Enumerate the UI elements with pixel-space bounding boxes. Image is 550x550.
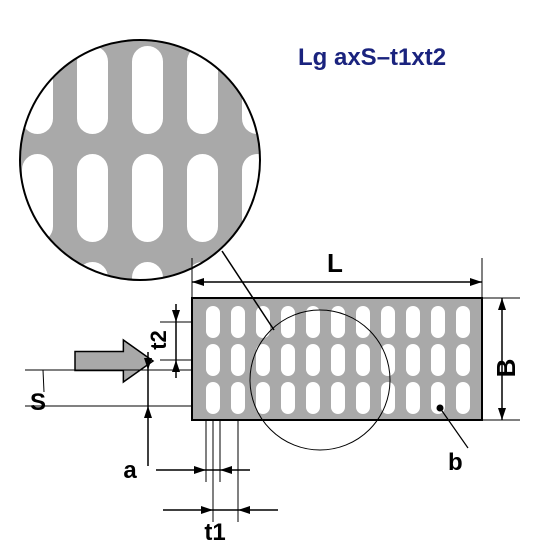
- slot: [356, 382, 370, 414]
- slot: [431, 344, 445, 376]
- slot: [281, 306, 295, 338]
- magnifier-slot: [132, 46, 163, 134]
- magnifier-slot: [242, 154, 273, 242]
- slot: [256, 382, 270, 414]
- dim-L-label: L: [327, 248, 343, 278]
- dim-a-label: a: [123, 457, 137, 484]
- slot: [231, 344, 245, 376]
- slot: [306, 344, 320, 376]
- dim-S-label: S: [30, 389, 46, 416]
- magnifier-slot: [187, 154, 218, 242]
- magnifier-slot: [187, 46, 218, 134]
- magnifier-slot: [77, 46, 108, 134]
- slot: [281, 382, 295, 414]
- slot: [206, 344, 220, 376]
- slot: [231, 382, 245, 414]
- slot: [456, 306, 470, 338]
- slot: [406, 306, 420, 338]
- slot: [281, 344, 295, 376]
- magnifier-slot: [22, 262, 53, 350]
- slot: [456, 382, 470, 414]
- slot: [206, 306, 220, 338]
- slot: [406, 344, 420, 376]
- slot: [406, 382, 420, 414]
- magnifier-slot: [242, 46, 273, 134]
- dim-t1-label: t1: [204, 519, 225, 546]
- slot: [356, 344, 370, 376]
- magnifier-slot: [77, 154, 108, 242]
- slot: [431, 306, 445, 338]
- slot: [356, 306, 370, 338]
- slot: [306, 382, 320, 414]
- dim-B-label: B: [491, 359, 521, 378]
- slot: [456, 344, 470, 376]
- dim-b-label: b: [448, 449, 463, 476]
- magnifier-slot: [132, 154, 163, 242]
- dim-t2-label: t2: [146, 330, 171, 350]
- slot: [256, 344, 270, 376]
- perforated-sheet: [192, 298, 482, 420]
- diagram-title: Lg axS–t1xt2: [298, 44, 446, 71]
- slot: [381, 306, 395, 338]
- slot: [231, 306, 245, 338]
- slot: [331, 344, 345, 376]
- slot: [206, 382, 220, 414]
- slot: [331, 382, 345, 414]
- feed-arrow-icon: [75, 340, 153, 382]
